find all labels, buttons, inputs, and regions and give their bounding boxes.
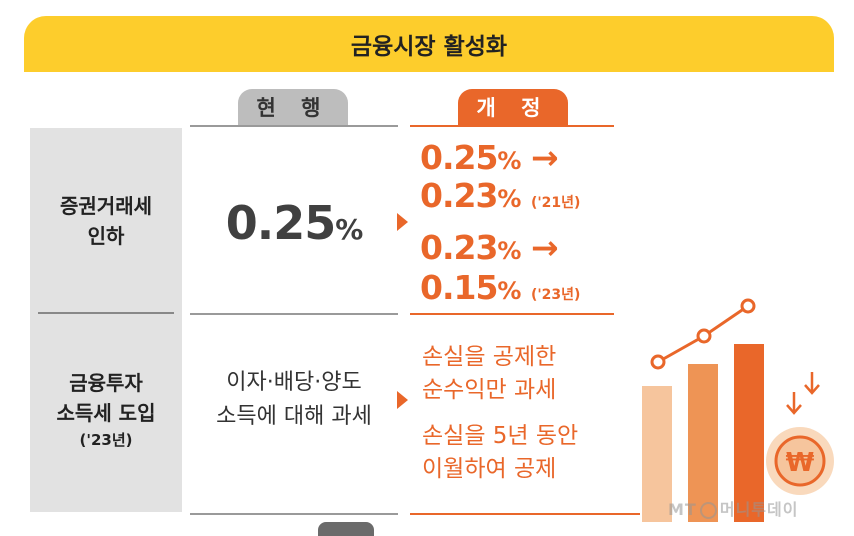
row-divider-revised <box>410 313 614 315</box>
watermark-left: MT <box>668 500 697 519</box>
rate1-to-unit: % <box>497 185 521 213</box>
row2-revised-line1: 손실을 공제한 <box>422 344 557 370</box>
row1-current-rate: 0.25% <box>190 196 398 250</box>
illustration-point-2 <box>696 328 712 344</box>
tab-current: 현 행 <box>238 89 348 125</box>
rate2-year: ('23년) <box>530 287 581 303</box>
rate1-from-value: 0.25 <box>420 138 498 177</box>
watermark: MT 머니투데이 <box>668 496 798 520</box>
banner-title: 금융시장 활성화 <box>350 34 508 60</box>
row2-revised-text-b: 손실을 5년 동안 이월하여 공제 <box>422 420 642 486</box>
illustration-bar-2 <box>688 364 718 522</box>
illustration-bar-3 <box>734 344 764 522</box>
row1-label-line2: 인하 <box>87 224 125 248</box>
row2-label: 금융투자 소득세 도입 ('23년) <box>30 368 182 452</box>
row1-arrow-icon <box>397 213 408 231</box>
watermark-logo-icon <box>699 502 717 519</box>
row2-revised-line3: 손실을 5년 동안 <box>422 423 579 449</box>
rate2-to-value: 0.15 <box>420 268 498 307</box>
rate2-from-unit: % <box>497 237 521 265</box>
row2-label-sub: ('23년) <box>79 431 133 449</box>
rate2-from-value: 0.23 <box>420 228 498 267</box>
row1-current-unit: % <box>335 213 363 246</box>
row1-current-value: 0.25 <box>225 196 336 250</box>
bar-chart-coin-icon: ₩ <box>642 298 834 522</box>
row1-rate1-to: 0.23% ('21년) <box>420 176 580 215</box>
row-divider-current <box>190 313 398 315</box>
next-section-tab <box>318 522 374 536</box>
rate1-to-value: 0.23 <box>420 176 498 215</box>
illustration-point-1 <box>650 354 666 370</box>
row1-label-line1: 증권거래세 <box>60 194 152 218</box>
row2-label-line1: 금융투자 <box>69 371 143 395</box>
header-underline-revised <box>410 125 614 127</box>
illustration-point-3 <box>740 298 756 314</box>
row2-label-line2: 소득세 도입 <box>56 401 156 425</box>
row2-current-line2: 소득에 대해 과세 <box>216 404 372 429</box>
rate2-to-unit: % <box>497 277 521 305</box>
right-arrow-icon: → <box>530 138 559 177</box>
coin-inner <box>774 435 826 487</box>
page-banner: 금융시장 활성화 <box>24 16 834 72</box>
row1-rate2-to: 0.15% ('23년) <box>420 268 580 307</box>
row2-current-text: 이자·배당·양도 소득에 대해 과세 <box>190 366 398 434</box>
row1-label: 증권거래세 인하 <box>30 191 182 251</box>
right-arrow-icon: → <box>530 228 559 267</box>
row2-revised-text-a: 손실을 공제한 순수익만 과세 <box>422 341 642 407</box>
row-divider-label <box>38 312 174 314</box>
row2-current-line1: 이자·배당·양도 <box>226 370 362 395</box>
header-underline-current <box>190 125 398 127</box>
row2-arrow-icon <box>397 391 408 409</box>
row-label-column <box>30 128 182 512</box>
rate1-from-unit: % <box>497 147 521 175</box>
tab-current-label: 현 행 <box>256 96 330 120</box>
watermark-right: 머니투데이 <box>719 500 799 519</box>
bottom-rule-current <box>190 513 398 515</box>
row1-rate2-from: 0.23% → <box>420 228 559 267</box>
row2-revised-line4: 이월하여 공제 <box>422 456 557 482</box>
row2-revised-line2: 순수익만 과세 <box>422 377 557 403</box>
rate1-year: ('21년) <box>530 195 581 211</box>
tab-revised: 개 정 <box>458 89 568 125</box>
bottom-rule-revised <box>410 513 640 515</box>
illustration-bar-1 <box>642 386 672 522</box>
won-coin-icon: ₩ <box>786 448 815 478</box>
tab-revised-label: 개 정 <box>476 96 550 120</box>
row1-rate1-from: 0.25% → <box>420 138 559 177</box>
